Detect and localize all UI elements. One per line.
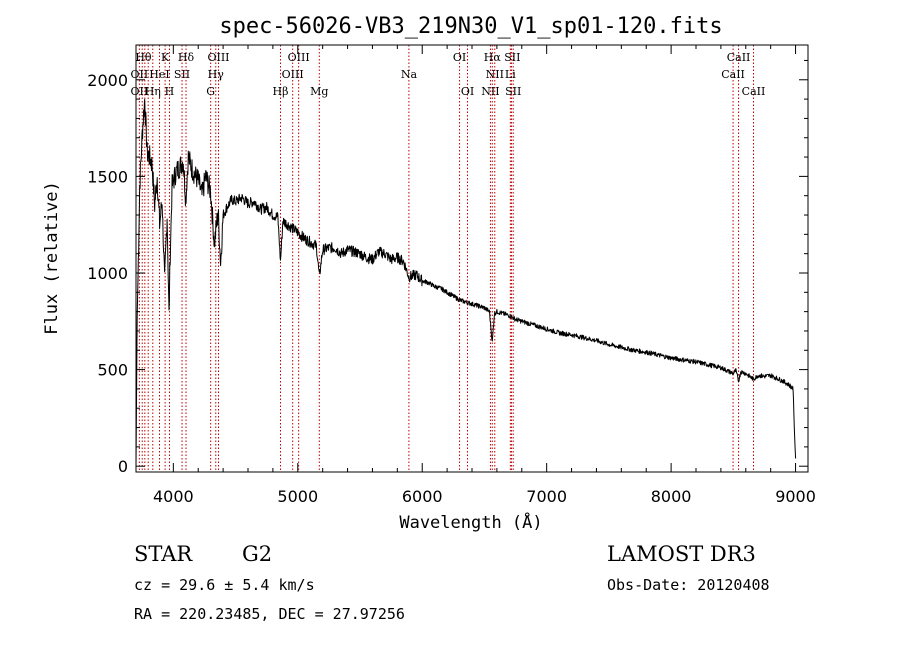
y-axis-label: Flux (relative): [42, 181, 62, 335]
spectral-line-label: Hγ: [208, 68, 225, 81]
spectral-line-label: OIII: [288, 51, 310, 64]
flux-line: [135, 98, 797, 467]
survey-name: LAMOST DR3: [607, 542, 756, 566]
spectral-line-label: CaII: [721, 68, 745, 81]
spectral-line-label: OIII: [207, 51, 229, 64]
spectral-line-label: G: [206, 85, 215, 98]
redshift-cz: cz = 29.6 ± 5.4 km/s: [134, 576, 315, 594]
spectral-line-label: SII: [174, 68, 190, 81]
spectral-line-label: OII: [131, 85, 149, 98]
spectral-line-label: Hβ: [273, 85, 289, 98]
spectral-line-label: Hα: [484, 51, 502, 64]
x-axis-label: Wavelength (Å): [399, 511, 542, 533]
spectral-line-label: CaII: [727, 51, 751, 64]
plot-frame: [135, 44, 809, 473]
spectral-line-label: SII: [505, 85, 521, 98]
spectral-line-label: Mg: [310, 85, 328, 98]
x-tick-label: 7000: [526, 487, 567, 506]
observation-date: Obs-Date: 20120408: [607, 576, 770, 594]
y-tick-label: 0: [118, 457, 128, 476]
y-tick-label: 2000: [87, 71, 128, 90]
spectral-line-label: NII: [481, 85, 499, 98]
x-tick-label: 4000: [153, 487, 194, 506]
spectral-line-label: K: [161, 51, 170, 64]
ra-dec: RA = 220.23485, DEC = 27.97256: [134, 605, 405, 623]
spectral-line-label: OI: [461, 85, 474, 98]
object-subclass: G2: [242, 542, 272, 566]
spectral-line-label: SII: [504, 51, 520, 64]
spectral-line-label: HeI: [149, 68, 169, 81]
spectral-line-label: Hη: [145, 85, 161, 98]
object-class: STAR: [134, 542, 193, 566]
spectral-line-label: Hδ: [178, 51, 195, 64]
spectral-line-label: OII: [131, 68, 149, 81]
y-tick-label: 1000: [87, 264, 128, 283]
spectral-line-label: OI: [453, 51, 466, 64]
spectral-line-markers: [138, 45, 754, 472]
x-tick-label: 5000: [277, 487, 318, 506]
x-tick-label: 8000: [651, 487, 692, 506]
chart-title: spec-56026-VB3_219N30_V1_sp01-120.fits: [219, 14, 722, 39]
spectral-line-label: OIII: [282, 68, 304, 81]
y-tick-label: 500: [97, 361, 128, 380]
spectral-line-label: Hθ: [135, 51, 152, 64]
x-tick-label: 6000: [402, 487, 443, 506]
spectrum-series: [135, 98, 797, 467]
spectral-line-label: H: [165, 85, 175, 98]
spectral-line-label: Na: [401, 68, 418, 81]
axis-ticks: 4000 5000 6000 7000 8000 9000 0 500 1000 1500 2000: [87, 45, 816, 506]
y-tick-label: 1500: [87, 167, 128, 186]
spectral-line-label: CaII: [742, 85, 766, 98]
spectral-line-label: NII: [486, 68, 504, 81]
spectral-line-label: Li: [505, 68, 516, 81]
x-tick-label: 9000: [775, 487, 816, 506]
